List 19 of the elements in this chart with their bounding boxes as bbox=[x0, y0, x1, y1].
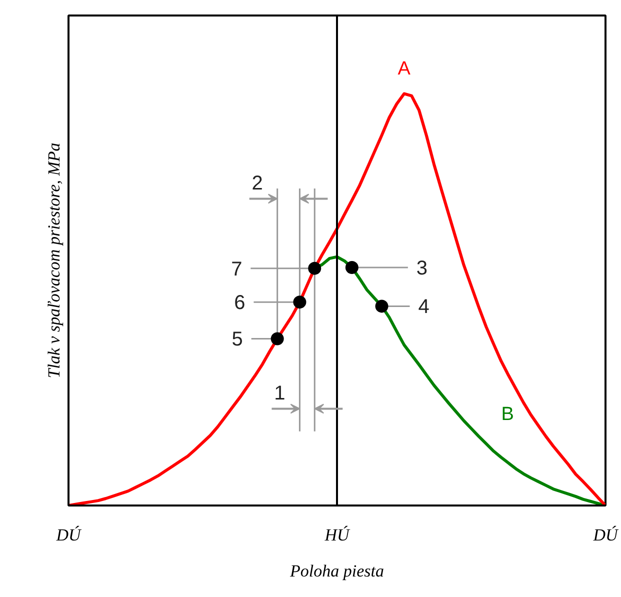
point bbox=[308, 262, 322, 275]
annotation: 4 bbox=[418, 296, 430, 318]
point bbox=[375, 300, 388, 313]
annotation: 3 bbox=[416, 258, 428, 280]
x-tick-label: DÚ bbox=[592, 526, 620, 544]
annotation: 2 bbox=[252, 172, 263, 195]
point bbox=[345, 261, 358, 274]
annotation: 6 bbox=[234, 292, 246, 314]
x-axis-title: Poloha piesta bbox=[289, 562, 384, 580]
point bbox=[270, 332, 284, 346]
series-label: A bbox=[398, 58, 411, 80]
annotation: 7 bbox=[231, 258, 242, 280]
x-tick-label: DÚ bbox=[55, 526, 82, 544]
point bbox=[293, 296, 306, 309]
x-tick-label: HÚ bbox=[324, 526, 351, 544]
y-axis-title: Tlak v spaľovacom priestore, MPa bbox=[44, 142, 64, 378]
annotation: 5 bbox=[232, 328, 243, 351]
annotation: 1 bbox=[274, 382, 286, 405]
series-label: B bbox=[501, 404, 514, 426]
